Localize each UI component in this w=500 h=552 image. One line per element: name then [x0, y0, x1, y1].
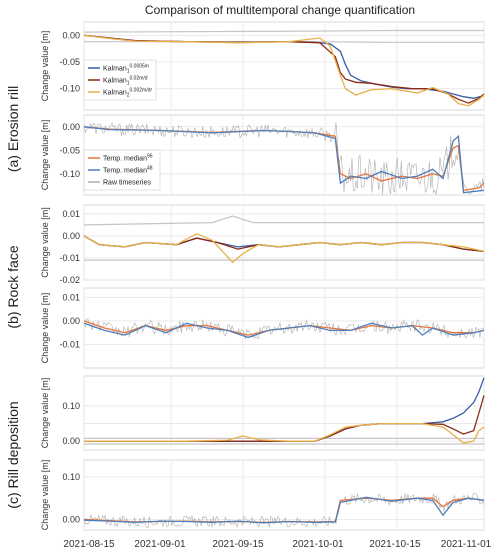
y-tick-label: 0.00	[62, 316, 80, 326]
group-label-a: (a) Erosion rill	[5, 86, 21, 172]
x-tick-label: 2021-08-15	[63, 539, 115, 550]
y-tick-label: -0.01	[59, 253, 80, 263]
y-axis-label: Change value [m]	[40, 293, 50, 364]
panel-b-kalman: 0.01 0.00 -0.01 -0.02 Change value [m]	[40, 204, 485, 285]
series-line-gold	[84, 422, 485, 444]
y-tick-label: 0.00	[62, 30, 80, 40]
y-axis-label: Change value [m]	[40, 460, 50, 531]
y-tick-label: 0.00	[62, 436, 80, 446]
uncertainty-band	[83, 29, 484, 33]
y-tick-label: 0.01	[62, 292, 80, 302]
figure-title: Comparison of multitemporal change quant…	[145, 3, 415, 17]
legend-median: Temp. median96 Temp. median48 Raw timese…	[83, 149, 161, 191]
legend-entry: Temp. median48	[103, 166, 153, 175]
group-label-c: (c) Rill deposition	[5, 401, 21, 508]
plot-area	[83, 459, 485, 531]
x-axis: 2021-08-15 2021-09-01 2021-09-15 2021-10…	[63, 539, 491, 550]
panel-b-median: 0.01 0.00 -0.01 Change value [m]	[40, 287, 485, 369]
y-tick-label: 0.01	[62, 209, 80, 219]
y-tick-label: 0.00	[62, 231, 80, 241]
x-tick-label: 2021-11-01	[441, 539, 492, 550]
x-tick-label: 2021-10-01	[292, 539, 344, 550]
y-tick-label: -0.05	[59, 145, 80, 155]
legend-entry: Raw timeseries	[103, 180, 151, 187]
y-axis-label: Change value [m]	[40, 207, 50, 278]
y-tick-label: -0.01	[59, 339, 80, 349]
panel-c-median: 0.10 0.00 Change value [m]	[40, 459, 485, 531]
panel-c-kalman: 0.10 0.00 Change value [m]	[40, 375, 485, 451]
series-line-steel	[83, 322, 485, 339]
y-tick-label: -0.10	[59, 169, 80, 179]
group-label-b: (b) Rock face	[5, 245, 21, 328]
y-tick-label: 0.00	[62, 514, 80, 524]
series-line-steel	[83, 496, 485, 524]
legend-entry: Temp. median96	[103, 154, 153, 163]
y-tick-label: 0.00	[62, 122, 80, 132]
y-axis-label: Change value [m]	[40, 31, 50, 102]
plot-area	[83, 375, 485, 451]
y-tick-label: 0.10	[62, 472, 80, 482]
y-tick-label: -0.10	[59, 84, 80, 94]
raw-timeseries	[83, 318, 485, 340]
y-axis-label: Change value [m]	[40, 120, 50, 191]
y-tick-label: -0.05	[59, 57, 80, 67]
series-line-gold	[83, 34, 485, 107]
legend-entry: Kalman20.002m/d²	[103, 88, 152, 99]
legend-entry: Kalman10.0005m	[103, 64, 149, 75]
x-tick-label: 2021-09-01	[134, 539, 186, 550]
legend-entry: Kalman10.02m/d	[103, 76, 148, 87]
x-tick-label: 2021-09-15	[212, 539, 264, 550]
x-tick-label: 2021-10-15	[369, 539, 421, 550]
y-tick-label: -0.02	[59, 275, 80, 285]
series-line-steel	[83, 126, 485, 194]
uncertainty-band	[83, 215, 484, 226]
y-axis-label: Change value [m]	[40, 378, 50, 449]
legend-kalman: Kalman10.0005m Kalman10.02m/d Kalman20.0…	[83, 59, 157, 101]
series-line-gold	[83, 232, 485, 264]
y-tick-label: 0.10	[62, 401, 80, 411]
